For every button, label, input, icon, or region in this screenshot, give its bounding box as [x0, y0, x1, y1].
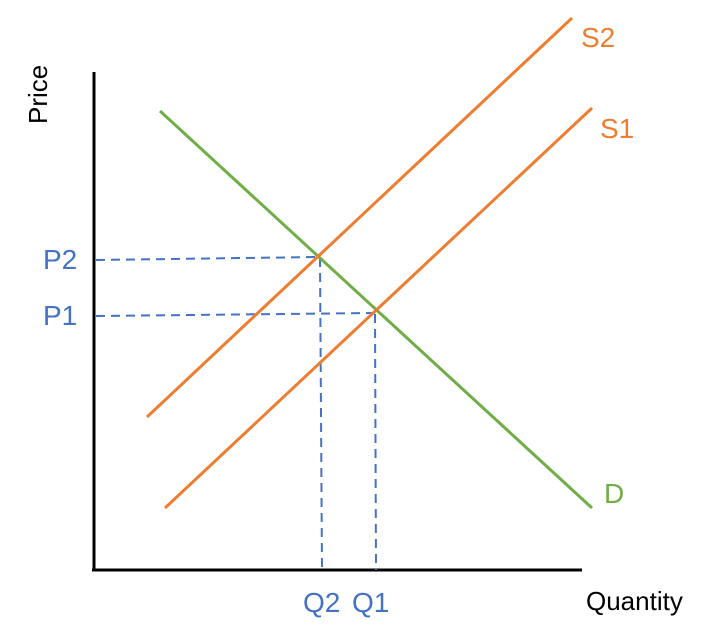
p1-label: P1 — [43, 300, 77, 331]
q2-guide-line — [319, 257, 323, 571]
q2-label: Q2 — [303, 587, 340, 618]
p2-guide-line — [95, 256, 319, 261]
q1-label: Q1 — [352, 587, 389, 618]
q1-guide-line — [374, 313, 377, 571]
guide-lines — [95, 256, 377, 571]
supply2-label: S2 — [581, 22, 615, 53]
supply1-label: S1 — [600, 113, 634, 144]
demand-label: D — [604, 478, 624, 509]
supply-curve-s1 — [163, 106, 594, 510]
y-axis-title: Price — [23, 65, 53, 124]
x-axis-title: Quantity — [586, 586, 683, 616]
supply-curve-s2 — [145, 16, 574, 419]
p2-label: P2 — [43, 244, 77, 275]
p1-guide-line — [95, 312, 377, 317]
